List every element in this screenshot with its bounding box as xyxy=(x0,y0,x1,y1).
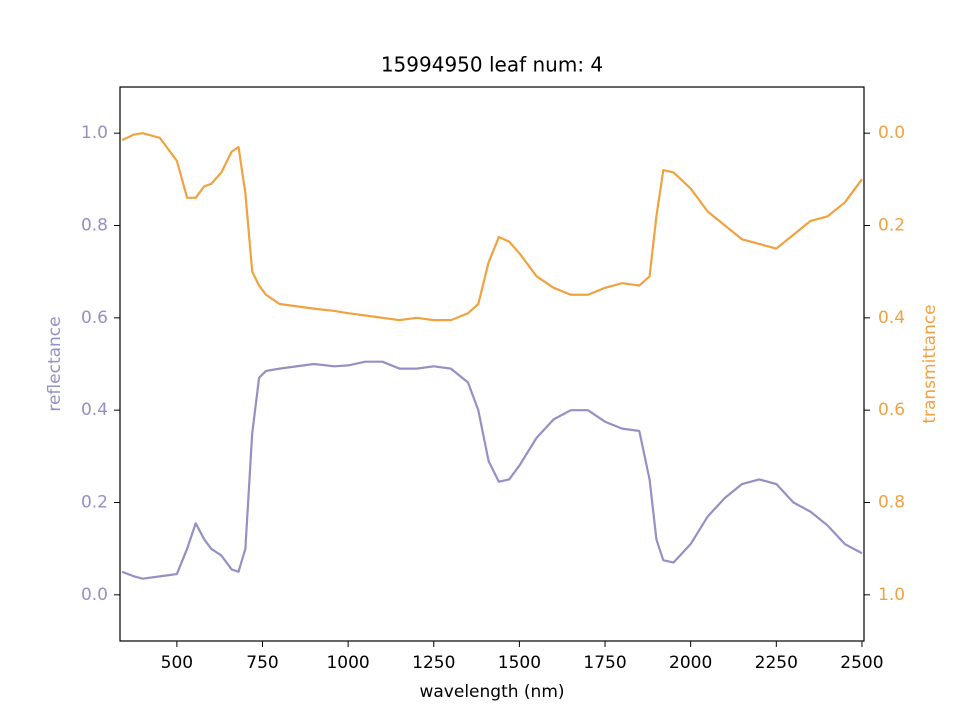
y2-tick-label: 0.6 xyxy=(878,400,905,420)
y-tick-label: 0.4 xyxy=(81,400,108,420)
y-tick-label: 0.6 xyxy=(81,308,108,328)
x-tick-label: 1750 xyxy=(583,653,626,673)
x-tick-label: 2250 xyxy=(755,653,798,673)
y2-tick-label: 0.8 xyxy=(878,493,905,513)
x-tick-label: 1000 xyxy=(326,653,369,673)
y2-tick-label: 0.2 xyxy=(878,216,905,236)
x-tick-label: 1250 xyxy=(412,653,455,673)
y-tick-label: 1.0 xyxy=(81,123,108,143)
x-tick-label: 2000 xyxy=(669,653,712,673)
chart-title: 15994950 leaf num: 4 xyxy=(381,53,603,77)
x-axis-label: wavelength (nm) xyxy=(419,682,564,702)
y2-tick-label: 0.0 xyxy=(878,123,905,143)
data-line xyxy=(121,360,863,580)
plot-frame xyxy=(119,86,865,642)
y2-axis-label: transmittance xyxy=(920,304,940,423)
y2-tick-label: 0.4 xyxy=(878,308,905,328)
y2-tick-label: 1.0 xyxy=(878,585,905,605)
y-tick-label: 0.8 xyxy=(81,216,108,236)
y-axis-label: reflectance xyxy=(45,316,65,411)
data-line xyxy=(121,132,863,322)
x-tick-label: 1500 xyxy=(498,653,541,673)
x-tick-label: 2500 xyxy=(840,653,883,673)
x-tick-label: 750 xyxy=(246,653,278,673)
y-tick-label: 0.2 xyxy=(81,493,108,513)
x-tick-label: 500 xyxy=(161,653,193,673)
y-tick-label: 0.0 xyxy=(81,585,108,605)
